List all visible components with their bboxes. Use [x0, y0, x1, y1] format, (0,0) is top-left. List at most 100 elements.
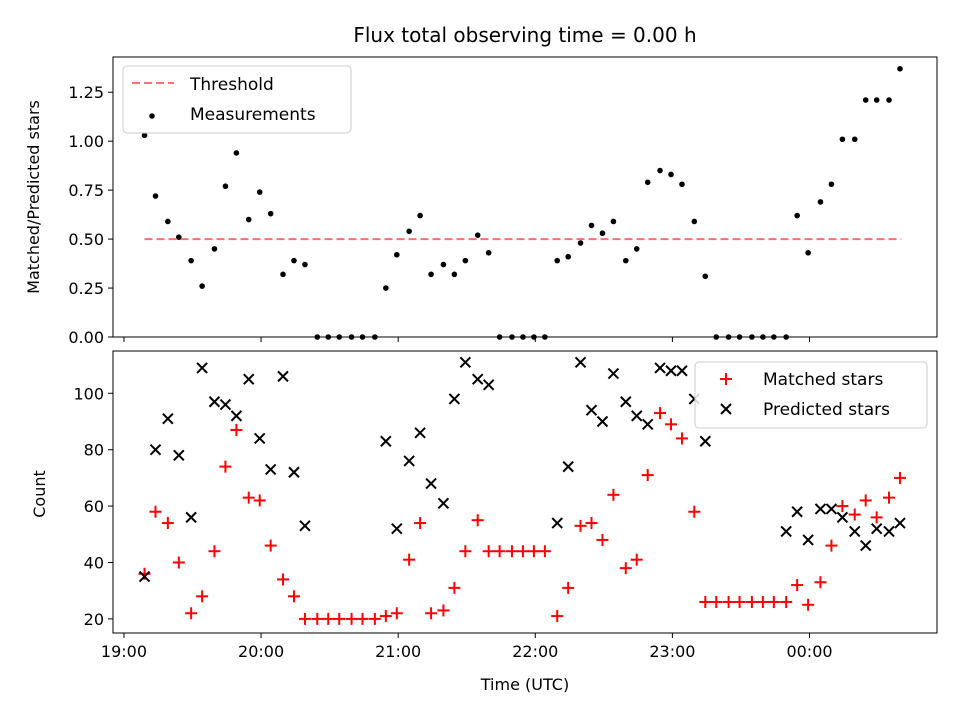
matched-stars-point [745, 595, 758, 608]
matched-stars-point [630, 553, 643, 566]
measurement-point [725, 334, 732, 340]
predicted-stars-point [230, 410, 243, 422]
measurement-point [862, 97, 869, 103]
measurement-point [599, 230, 606, 237]
matched-stars-point [596, 533, 609, 546]
matched-stars-point [264, 539, 277, 552]
matched-stars-point [883, 491, 896, 504]
matched-stars-point [482, 545, 495, 558]
predicted-stars-point [414, 427, 426, 439]
matched-stars-point [230, 423, 243, 436]
predicted-stars-point [654, 362, 666, 374]
measurement-point [406, 228, 412, 235]
matched-stars-point [322, 612, 335, 625]
matched-stars-point [551, 610, 564, 623]
measurement-point [152, 193, 159, 199]
predicted-stars-point [448, 393, 461, 405]
predicted-stars-point [596, 415, 609, 428]
predicted-stars-point [196, 362, 208, 374]
measurement-point [474, 232, 481, 238]
measurement-point [610, 218, 617, 225]
measurement-point [302, 261, 308, 268]
predicted-stars-point [585, 404, 598, 416]
matched-stars-point [379, 610, 392, 623]
measurement-point [531, 334, 537, 340]
predicted-stars-point [870, 522, 883, 535]
predicted-stars-point [277, 370, 289, 383]
matched-stars-point [870, 511, 883, 524]
matched-stars-point [733, 595, 746, 608]
measurement-point [736, 334, 743, 340]
x-tick-label: 20:00 [238, 642, 284, 661]
measurement-point [325, 334, 332, 340]
measurement-point [372, 334, 378, 340]
measurement-point [165, 218, 171, 225]
measurement-point [805, 250, 811, 256]
matched-stars-point [448, 581, 461, 594]
predicted-stars-point [138, 570, 151, 583]
matched-stars-point [538, 545, 551, 558]
matched-stars-point [437, 604, 450, 617]
predicted-stars-point [607, 367, 620, 380]
bottom-plot-area: 20 40 60 80 100 19:00 20:00 21:00 22:00 23:00 00:0… [73, 350, 938, 661]
x-tick-label: 21:00 [375, 642, 421, 661]
predicted-stars-point [631, 410, 643, 422]
top-y-tick-label: 0.75 [68, 181, 104, 200]
measurement-point [702, 273, 709, 280]
measurement-point [886, 97, 892, 103]
measurement-point [280, 271, 286, 278]
top-y-tick-label: 1.25 [68, 83, 104, 102]
matched-stars-point [172, 556, 185, 569]
matched-stars-point [859, 494, 872, 507]
matched-stars-point [219, 460, 232, 473]
measurement-point [336, 334, 343, 340]
matched-stars-point [825, 539, 838, 552]
predicted-stars-point [288, 466, 300, 478]
matched-stars-point [756, 595, 769, 608]
matched-stars-point [277, 573, 290, 586]
measurement-point [749, 334, 755, 340]
measurement-point [828, 181, 835, 188]
measurement-point [839, 136, 846, 143]
predicted-stars-point [836, 511, 849, 524]
measurement-point [783, 334, 789, 340]
predicted-stars-point [219, 398, 232, 411]
predicted-stars-point [380, 435, 392, 447]
measurement-point [359, 334, 366, 340]
predicted-stars-point [403, 455, 415, 467]
measurement-point [897, 65, 903, 72]
measurement-point [713, 334, 720, 340]
matched-stars-point [253, 494, 266, 507]
measurement-point [565, 253, 571, 260]
matched-stars-point [287, 590, 300, 603]
predicted-stars-point [425, 477, 437, 490]
predicted-stars-point [459, 356, 472, 368]
measurement-point [348, 334, 355, 340]
predicted-stars-point [642, 418, 654, 431]
matched-stars-point [403, 553, 416, 566]
matched-stars-point [298, 612, 311, 625]
matched-stars-point [196, 590, 209, 603]
measurement-point [577, 240, 584, 246]
measurement-point [588, 222, 595, 229]
legend-threshold-label: Threshold [189, 75, 274, 95]
legend-measurements-label: Measurements [190, 105, 316, 125]
legend-matched-label: Matched stars [763, 370, 883, 390]
measurement-point [383, 285, 389, 291]
predicted-stars-point [243, 373, 255, 385]
x-tick-label: 23:00 [649, 642, 695, 661]
matched-stars-point [688, 505, 701, 518]
measurement-point [851, 136, 858, 143]
matched-stars-point [345, 612, 358, 625]
predicted-stars-point [437, 497, 450, 509]
matched-stars-point [471, 514, 484, 527]
matched-stars-point [836, 500, 849, 513]
measurement-point [633, 246, 640, 252]
predicted-stars-point [482, 379, 495, 391]
measurement-point [267, 210, 274, 217]
top-chart-title: Flux total observing time = 0.00 h [353, 23, 696, 47]
matched-stars-point [802, 598, 815, 611]
measurement-point [440, 261, 447, 268]
matched-stars-point [149, 505, 162, 518]
